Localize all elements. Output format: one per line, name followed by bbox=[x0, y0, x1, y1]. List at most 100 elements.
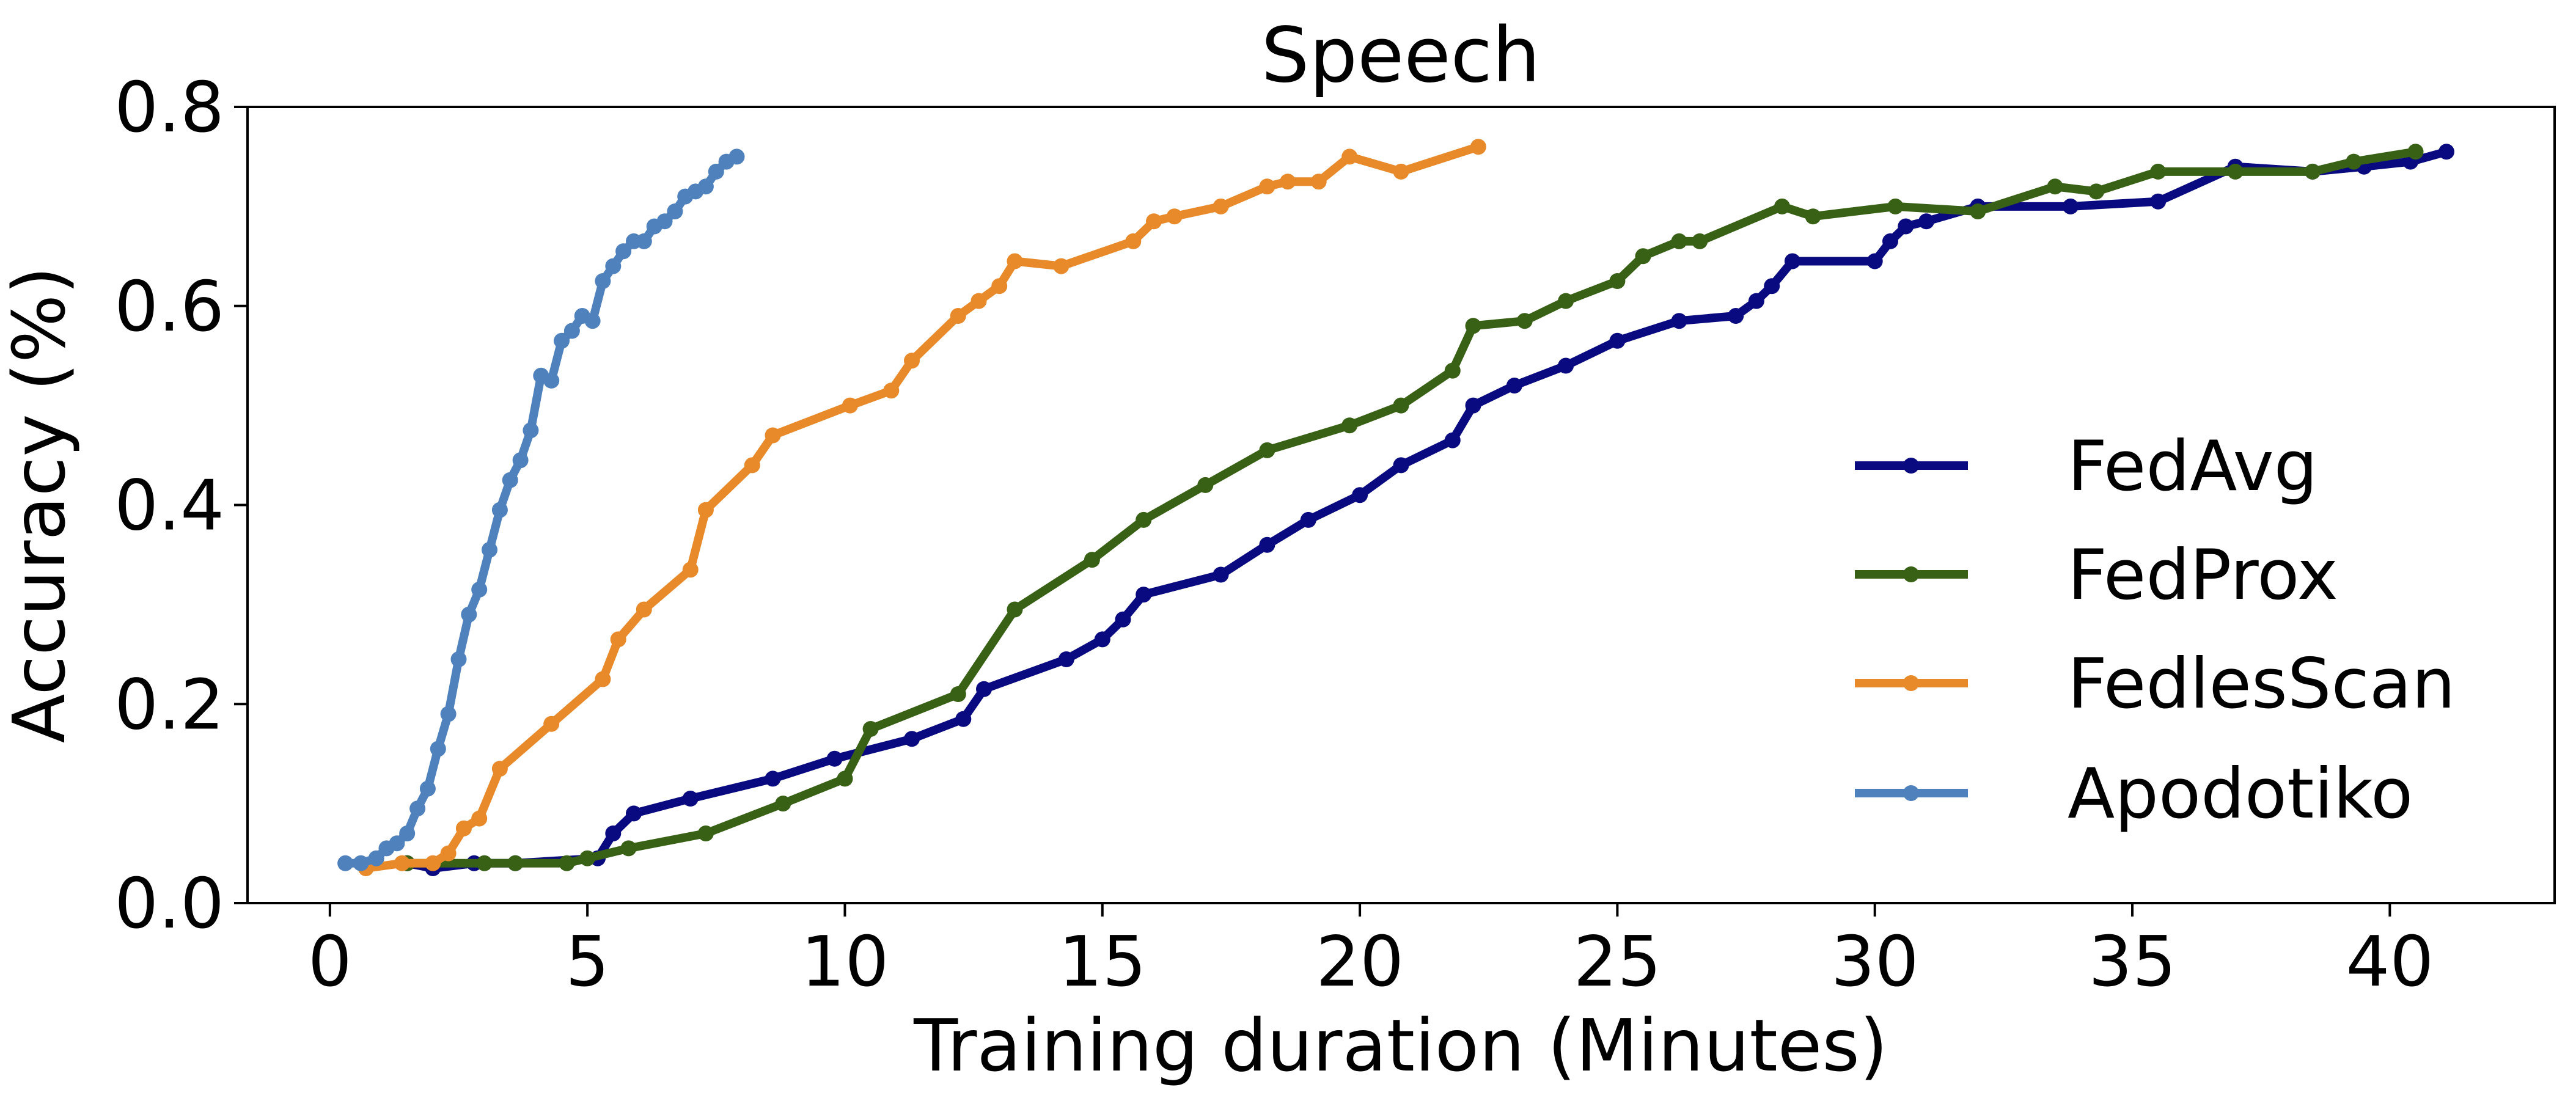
data-point bbox=[491, 502, 508, 518]
y-tick-label: 0.6 bbox=[114, 266, 224, 347]
data-point bbox=[440, 706, 457, 722]
data-point bbox=[353, 855, 369, 871]
data-point bbox=[971, 293, 987, 309]
data-point bbox=[1310, 174, 1327, 190]
data-point bbox=[368, 850, 384, 866]
legend-label: FedAvg bbox=[2068, 426, 2317, 507]
data-point bbox=[1125, 233, 1142, 249]
data-point bbox=[1887, 198, 1904, 214]
data-point bbox=[507, 855, 524, 871]
data-point bbox=[2305, 163, 2321, 180]
data-point bbox=[615, 243, 632, 260]
data-point bbox=[2438, 144, 2454, 160]
data-point bbox=[595, 671, 611, 687]
data-point bbox=[1213, 566, 1229, 583]
data-point bbox=[636, 233, 652, 249]
legend-label: FedProx bbox=[2068, 535, 2338, 615]
data-point bbox=[1882, 233, 1898, 249]
x-tick-label: 40 bbox=[2346, 921, 2434, 1002]
data-point bbox=[1352, 487, 1368, 503]
data-point bbox=[337, 855, 354, 871]
data-point bbox=[563, 323, 580, 339]
data-point bbox=[482, 541, 497, 558]
data-point bbox=[636, 601, 652, 618]
data-point bbox=[543, 372, 560, 389]
legend: FedAvg FedProx FedlesScan Apodotiko bbox=[1855, 426, 2456, 834]
data-point bbox=[2150, 163, 2167, 180]
data-point bbox=[976, 681, 992, 697]
data-point bbox=[2150, 193, 2167, 210]
data-point bbox=[1341, 417, 1358, 434]
data-point bbox=[605, 258, 622, 274]
data-point bbox=[455, 820, 472, 836]
legend-marker bbox=[1903, 675, 1919, 691]
data-point bbox=[1007, 253, 1023, 269]
data-point bbox=[1898, 218, 1914, 235]
data-point bbox=[1166, 208, 1183, 225]
x-tick-label: 0 bbox=[308, 921, 352, 1002]
data-point bbox=[1136, 587, 1152, 603]
data-point bbox=[610, 631, 626, 648]
chart-title: Speech bbox=[1261, 12, 1541, 100]
x-tick-label: 5 bbox=[565, 921, 609, 1002]
data-point bbox=[1970, 203, 1986, 219]
data-point bbox=[1748, 293, 1764, 309]
data-point bbox=[502, 472, 518, 488]
y-tick-label: 0.8 bbox=[114, 67, 224, 148]
data-point bbox=[523, 422, 539, 439]
data-point bbox=[682, 562, 699, 578]
data-point bbox=[471, 581, 488, 598]
data-point bbox=[1465, 397, 1481, 414]
data-point bbox=[1213, 198, 1229, 214]
data-point bbox=[471, 810, 488, 827]
data-point bbox=[765, 770, 781, 787]
y-tick-label: 0.4 bbox=[114, 466, 224, 546]
data-point bbox=[682, 791, 699, 807]
data-point bbox=[2346, 153, 2362, 170]
data-point bbox=[697, 178, 714, 195]
data-point bbox=[1084, 552, 1100, 568]
data-point bbox=[1558, 293, 1574, 309]
data-point bbox=[419, 780, 436, 797]
data-point bbox=[605, 825, 622, 841]
data-point bbox=[1094, 631, 1110, 648]
data-point bbox=[1506, 378, 1522, 393]
data-point bbox=[1784, 253, 1800, 269]
data-point bbox=[399, 825, 416, 841]
series-layer bbox=[337, 139, 2454, 876]
x-tick-label: 25 bbox=[1574, 921, 1662, 1002]
x-tick-label: 15 bbox=[1059, 921, 1147, 1002]
data-point bbox=[697, 502, 714, 518]
data-point bbox=[950, 308, 966, 324]
legend-label: Apodotiko bbox=[2068, 753, 2413, 834]
data-point bbox=[1007, 601, 1023, 618]
series-apodotiko bbox=[337, 148, 745, 871]
data-point bbox=[697, 825, 714, 841]
x-tick-label: 20 bbox=[1316, 921, 1404, 1002]
data-point bbox=[512, 452, 529, 469]
data-point bbox=[595, 273, 611, 289]
data-point bbox=[491, 761, 508, 777]
data-point bbox=[2088, 183, 2105, 200]
data-point bbox=[708, 163, 724, 180]
data-point bbox=[1053, 258, 1070, 274]
data-point bbox=[775, 796, 791, 812]
data-point bbox=[2062, 198, 2079, 214]
data-point bbox=[430, 741, 446, 757]
data-point bbox=[883, 382, 900, 399]
x-axis-label: Training duration (Minutes) bbox=[913, 1003, 1888, 1088]
data-point bbox=[744, 457, 760, 474]
data-point bbox=[394, 855, 410, 871]
series-fedprox bbox=[399, 144, 2424, 871]
data-point bbox=[862, 721, 879, 737]
data-point bbox=[1918, 213, 1934, 230]
data-point bbox=[1341, 148, 1358, 165]
data-point bbox=[950, 686, 966, 702]
data-point bbox=[955, 711, 972, 727]
data-point bbox=[837, 770, 853, 787]
data-point bbox=[1197, 477, 1214, 493]
data-point bbox=[1259, 178, 1275, 195]
data-point bbox=[620, 840, 637, 857]
legend-marker bbox=[1903, 785, 1919, 801]
data-point bbox=[728, 148, 745, 165]
